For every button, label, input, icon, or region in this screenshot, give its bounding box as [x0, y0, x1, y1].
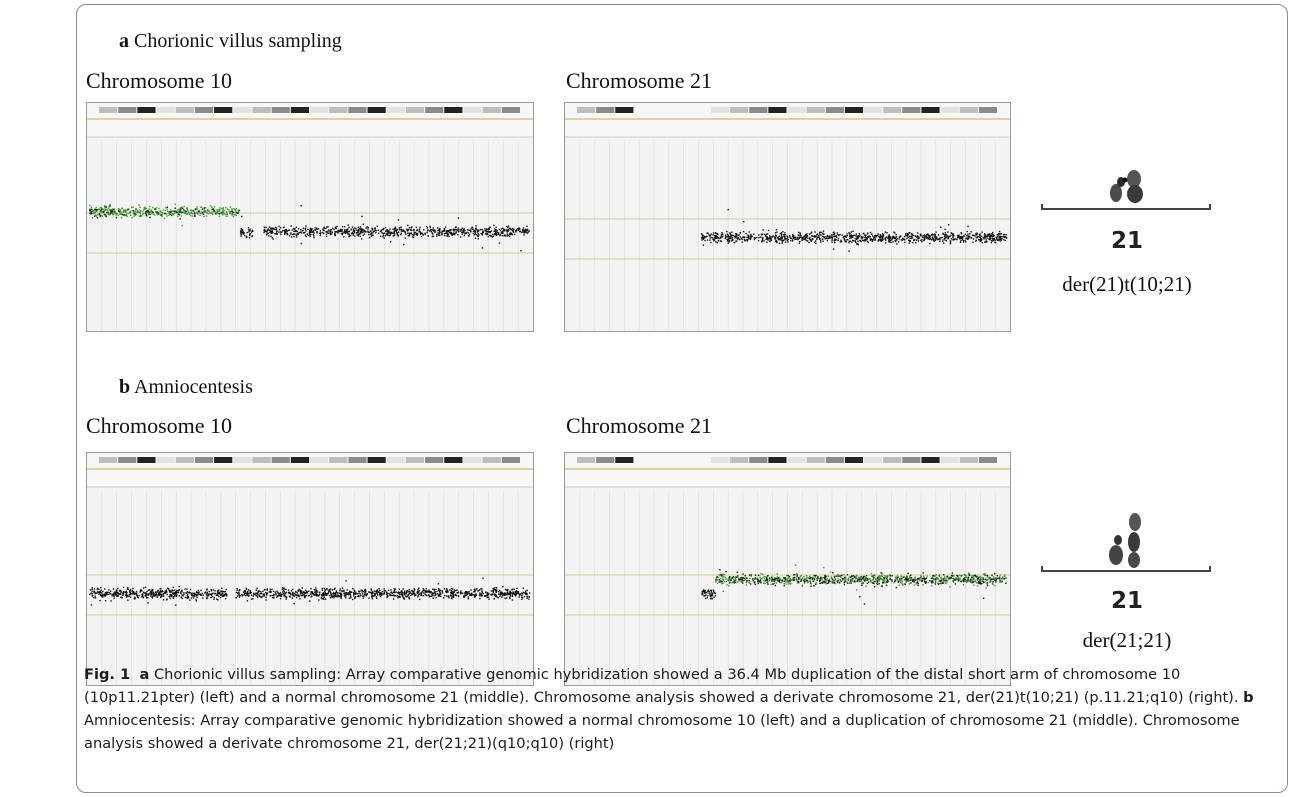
figure-caption: Fig. 1 a Chorionic villus sampling: Arra… [84, 663, 1274, 755]
panel-b-chromosome-21-acgh-plot [564, 452, 1011, 686]
probe-points [701, 564, 1007, 605]
chromosome-ideogram [99, 457, 520, 463]
probe-points [89, 577, 531, 606]
panel-a-chromosome-21-acgh-plot [564, 102, 1011, 332]
panel-a-chromosome-21-title: Chromosome 21 [566, 68, 713, 93]
panel-b-karyotype-formula: der(21;21) [1082, 628, 1172, 652]
panel-b-chromosome-pair-image [1109, 513, 1141, 568]
panel-a-chromosome-pair-image [1110, 170, 1143, 203]
chromosome-ideogram [577, 107, 997, 113]
panel-a-karyotype-number: 21 [1110, 228, 1143, 254]
panel-b-label: b Amniocentesis [119, 376, 253, 398]
panel-b-karyotype: 21 der(21;21) [1041, 510, 1213, 670]
caption-a-text: Chorionic villus sampling: Array compara… [84, 666, 1244, 706]
figure-frame [76, 4, 1288, 793]
panel-a-karyotype-formula: der(21)t(10;21) [1062, 272, 1192, 296]
panel-b-chromosome-21-title: Chromosome 21 [566, 413, 713, 438]
chromosome-ideogram [577, 457, 997, 463]
panel-b-chromosome-10-title: Chromosome 10 [86, 413, 233, 438]
panel-a-label: a Chorionic villus sampling [119, 30, 342, 52]
panel-a-chromosome-10-title: Chromosome 10 [86, 68, 233, 93]
probe-points [89, 203, 530, 252]
caption-a-letter: a [139, 666, 150, 683]
panel-a-chromosome-10-acgh-plot [86, 102, 534, 332]
caption-b-text: Amniocentesis: Array comparative genomic… [84, 712, 1240, 752]
caption-fig-label: Fig. 1 [84, 666, 131, 683]
probe-points [701, 208, 1008, 252]
caption-b-letter: b [1243, 689, 1254, 706]
chromosome-ideogram [99, 107, 520, 113]
panel-a-karyotype: 21 der(21)t(10;21) [1041, 160, 1213, 320]
panel-b-chromosome-10-acgh-plot [86, 452, 534, 686]
panel-b-karyotype-number: 21 [1110, 588, 1143, 614]
